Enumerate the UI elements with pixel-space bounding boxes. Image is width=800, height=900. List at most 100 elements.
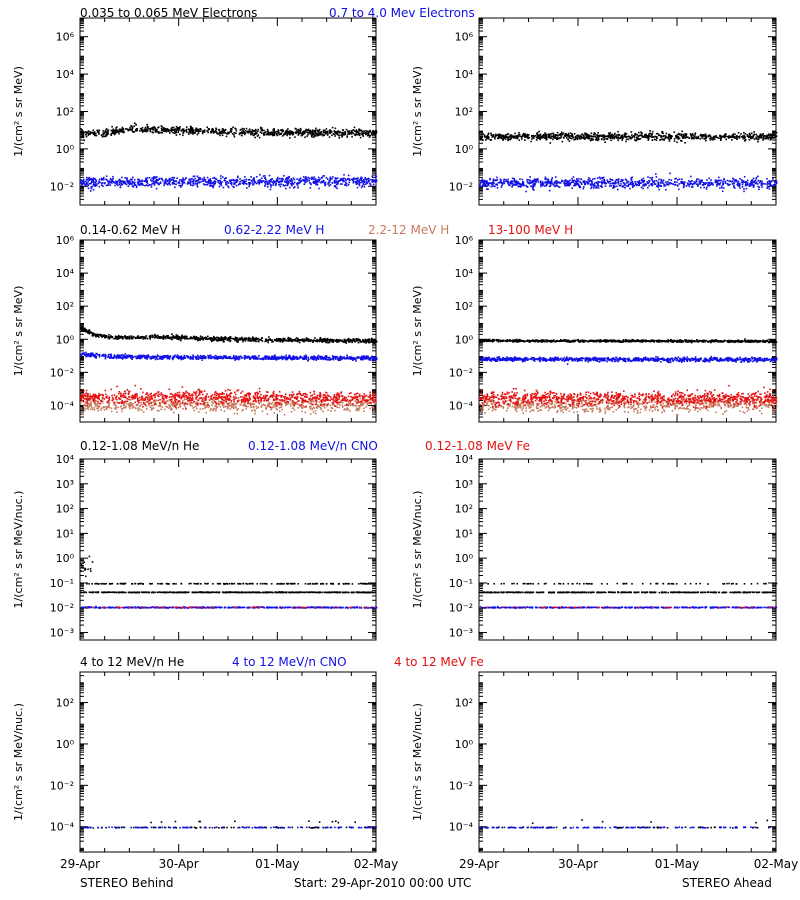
data-point: [284, 181, 287, 183]
data-point: [155, 335, 157, 337]
data-point: [153, 182, 156, 184]
data-point: [640, 134, 643, 136]
data-point: [693, 135, 696, 138]
data-point: [186, 131, 188, 133]
data-point: [167, 129, 169, 132]
data-point: [277, 181, 280, 183]
data-point: [647, 135, 650, 138]
data-point: [494, 137, 496, 140]
data-point: [261, 181, 263, 184]
data-point: [654, 138, 656, 141]
data-point: [486, 137, 488, 140]
data-point: [139, 184, 141, 186]
data-point: [206, 183, 209, 186]
data-point: [599, 177, 602, 180]
data-point: [609, 134, 612, 136]
data-point: [574, 184, 576, 187]
data-point: [303, 130, 305, 133]
data-point: [301, 134, 303, 137]
data-point: [117, 130, 120, 132]
data-point: [342, 132, 344, 135]
data-point: [562, 180, 564, 182]
data-point: [294, 127, 297, 130]
data-point: [680, 134, 683, 137]
data-point: [269, 339, 272, 341]
data-point: [360, 181, 363, 184]
data-point: [757, 140, 759, 143]
data-point: [706, 186, 708, 189]
data-point: [588, 180, 591, 183]
data-point: [364, 178, 367, 180]
data-point: [131, 181, 134, 184]
data-point: [727, 184, 730, 186]
data-point: [662, 182, 664, 185]
data-point: [767, 138, 769, 140]
data-point: [367, 134, 369, 137]
data-point: [657, 132, 659, 135]
data-point: [110, 179, 113, 182]
data-point: [230, 128, 232, 130]
data-point: [480, 181, 482, 183]
data-point: [215, 127, 217, 130]
data-point: [195, 335, 198, 338]
data-point: [291, 182, 294, 185]
data-point: [212, 127, 214, 130]
data-point: [253, 183, 255, 185]
data-point: [746, 179, 749, 182]
data-point: [142, 184, 144, 186]
data-point: [564, 134, 567, 137]
data-point: [622, 179, 624, 181]
data-point: [322, 131, 325, 134]
data-point: [87, 178, 90, 181]
data-point: [228, 337, 230, 339]
data-point: [264, 185, 266, 187]
data-point: [508, 138, 511, 141]
data-point: [157, 182, 160, 184]
data-point: [175, 183, 177, 186]
data-point: [304, 131, 306, 133]
data-point: [677, 179, 679, 181]
data-point: [479, 138, 482, 140]
data-point: [321, 176, 323, 179]
data-point: [241, 131, 244, 133]
data-point: [767, 186, 769, 188]
data-point: [206, 181, 209, 184]
data-point: [759, 134, 761, 136]
data-point: [141, 179, 143, 182]
data-point: [287, 178, 289, 180]
data-point: [674, 183, 677, 186]
data-point: [358, 179, 361, 181]
data-point: [490, 132, 492, 135]
data-point: [266, 133, 268, 135]
data-point: [748, 132, 751, 135]
data-point: [123, 182, 125, 185]
data-point: [611, 182, 614, 185]
data-point: [136, 181, 139, 183]
data-point: [121, 126, 124, 129]
data-point: [335, 186, 337, 188]
data-point: [368, 341, 370, 344]
data-point: [114, 184, 116, 187]
data-point: [576, 179, 578, 181]
data-point: [106, 179, 108, 181]
data-point: [733, 135, 736, 138]
data-point: [105, 128, 108, 130]
data-point: [726, 179, 729, 182]
data-point: [215, 178, 218, 180]
data-point: [121, 131, 123, 133]
data-point: [177, 131, 179, 134]
data-point: [579, 186, 582, 188]
data-point: [218, 182, 221, 184]
data-point: [81, 132, 83, 135]
data-point: [539, 180, 542, 182]
data-point: [568, 182, 571, 184]
data-point: [634, 139, 636, 141]
data-point: [303, 132, 305, 134]
data-point: [690, 180, 693, 182]
data-point: [151, 334, 154, 337]
data-point: [290, 180, 292, 182]
data-point: [108, 338, 111, 340]
data-point: [173, 128, 176, 131]
data-point: [548, 134, 551, 136]
data-point: [115, 180, 117, 183]
